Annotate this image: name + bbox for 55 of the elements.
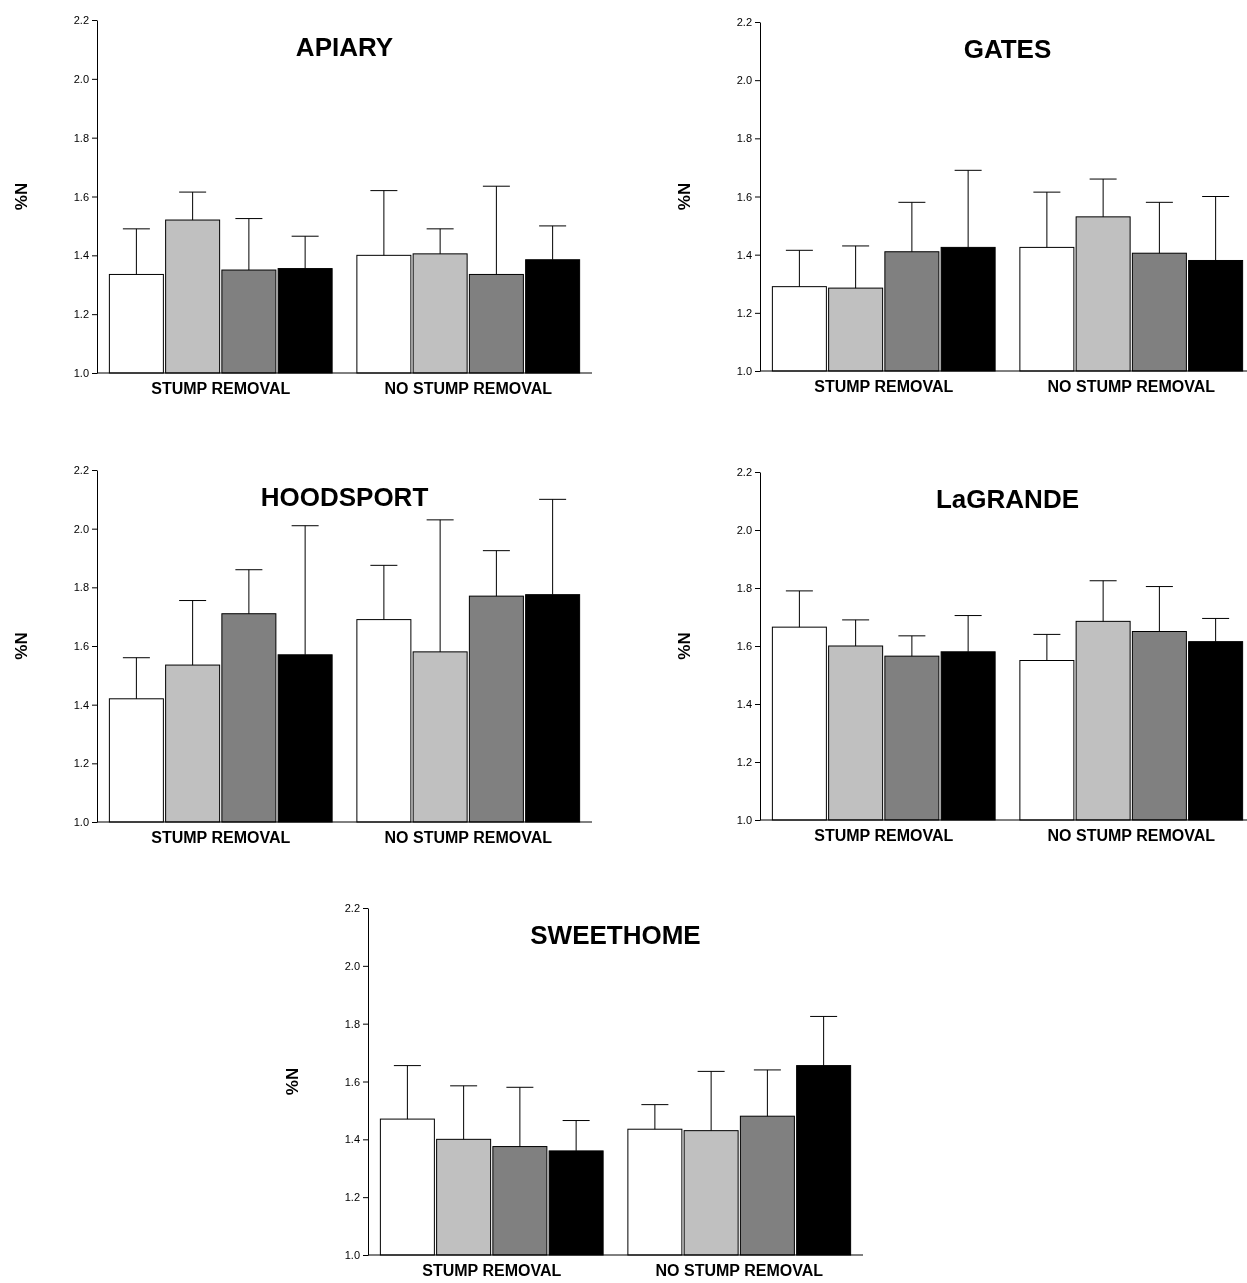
y-tick-label: 1.2 <box>736 306 752 319</box>
x-tick-label: STUMP REMOVAL <box>151 829 291 847</box>
x-tick-label: STUMP REMOVAL <box>151 380 291 398</box>
text: GATES <box>963 34 1052 64</box>
y-tick-label: 2.0 <box>344 959 360 972</box>
y-tick-label: 1.4 <box>344 1133 360 1146</box>
y-tick-label: 1.4 <box>736 698 752 711</box>
y-tick-label: 1.2 <box>73 308 89 321</box>
text: LaGRANDE <box>935 484 1080 514</box>
x-tick-label: NO STUMP REMOVAL <box>1047 378 1216 396</box>
x-tick-label: NO STUMP REMOVAL <box>384 829 553 847</box>
x-tick-label: NO STUMP REMOVAL <box>1047 827 1216 845</box>
y-tick-label: 1.4 <box>73 698 89 711</box>
y-tick-label: 1.2 <box>344 1191 360 1204</box>
y-axis-title: %N <box>675 182 694 211</box>
y-tick-label: 1.4 <box>73 249 89 262</box>
y-tick-label: 1.0 <box>736 814 752 827</box>
text: SWEETHOME <box>530 920 701 950</box>
y-tick-label: 2.0 <box>73 522 89 535</box>
y-tick-label: 1.6 <box>736 640 752 653</box>
y-tick-label: 1.0 <box>73 367 89 380</box>
y-axis-title: %N <box>675 632 694 660</box>
y-axis-title: %N <box>12 182 31 211</box>
x-tick-label: NO STUMP REMOVAL <box>655 1262 824 1280</box>
y-tick-label: 1.2 <box>736 756 752 769</box>
y-tick-label: 2.2 <box>736 466 752 479</box>
y-tick-label: 1.6 <box>73 190 89 203</box>
y-axis-title: %N <box>12 632 31 660</box>
x-tick-label: STUMP REMOVAL <box>814 378 954 396</box>
y-axis-title: %N <box>283 1067 302 1096</box>
text: HOODSPORT <box>260 482 429 512</box>
x-tick-label: NO STUMP REMOVAL <box>384 380 553 398</box>
y-tick-label: 2.2 <box>73 14 89 27</box>
y-tick-label: 1.4 <box>736 248 752 261</box>
text: APIARY <box>295 32 394 62</box>
y-tick-label: 1.0 <box>736 365 752 378</box>
y-tick-label: 2.0 <box>73 72 89 85</box>
y-tick-label: 2.2 <box>344 902 360 915</box>
y-tick-label: 1.0 <box>73 816 89 829</box>
y-tick-label: 1.8 <box>736 582 752 595</box>
y-tick-label: 1.8 <box>73 131 89 144</box>
y-tick-label: 1.8 <box>736 132 752 145</box>
x-tick-label: STUMP REMOVAL <box>422 1262 562 1280</box>
y-tick-label: 1.8 <box>73 581 89 594</box>
y-tick-label: 1.6 <box>736 190 752 203</box>
y-tick-label: 1.6 <box>73 640 89 653</box>
x-tick-label: STUMP REMOVAL <box>814 827 954 845</box>
y-tick-label: 2.0 <box>736 74 752 87</box>
y-tick-label: 1.8 <box>344 1017 360 1030</box>
y-tick-label: 1.0 <box>344 1249 360 1262</box>
y-tick-label: 1.2 <box>73 757 89 770</box>
y-tick-label: 2.2 <box>736 16 752 29</box>
y-tick-label: 1.6 <box>344 1075 360 1088</box>
y-tick-label: 2.0 <box>736 524 752 537</box>
y-tick-label: 2.2 <box>73 464 89 477</box>
